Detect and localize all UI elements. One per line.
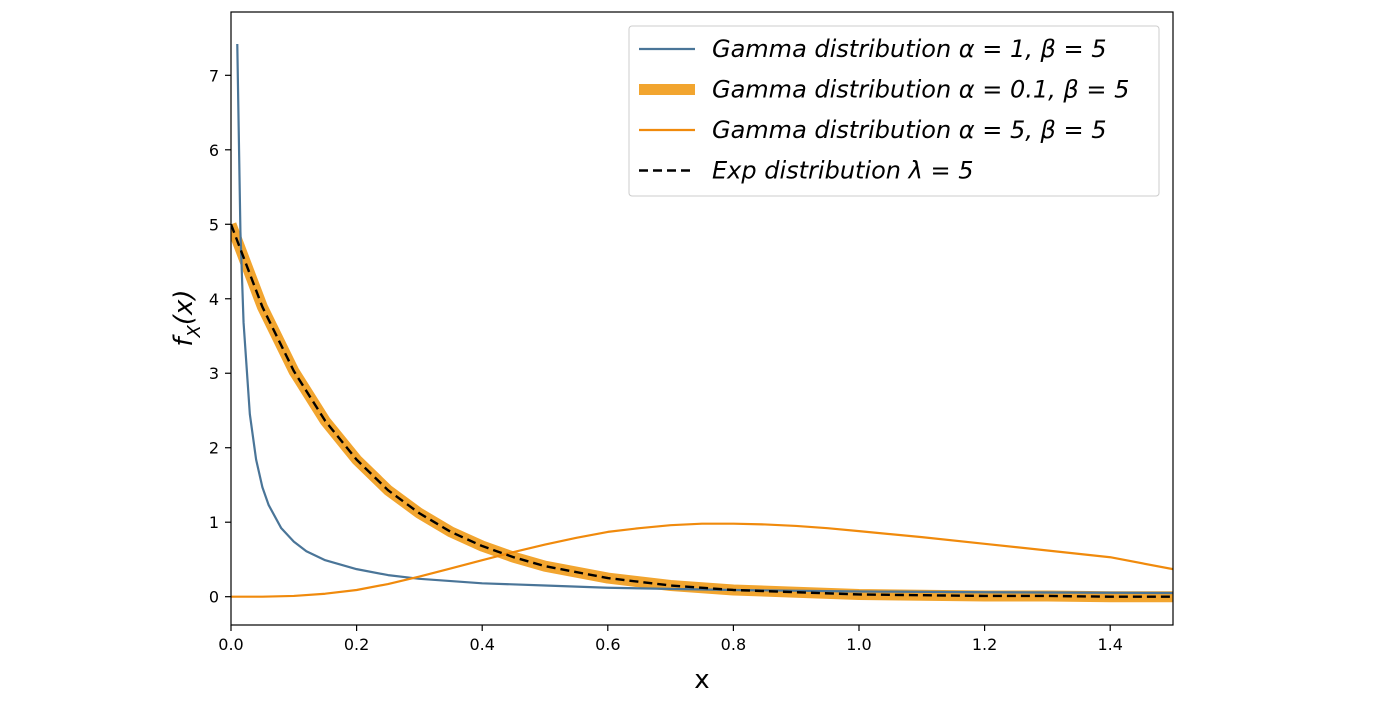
x-tick-label: 1.2 xyxy=(972,635,997,654)
legend-box xyxy=(628,25,1160,197)
y-tick-label: 5 xyxy=(209,215,219,234)
axes-frame xyxy=(230,11,1174,626)
legend-label-0: Gamma distribution α = 1, β = 5 xyxy=(712,35,1106,63)
series-line-1 xyxy=(231,222,1173,603)
legend-label-2: Gamma distribution α = 5, β = 5 xyxy=(712,116,1106,144)
legend: Gamma distribution α = 1, β = 5 Gamma dis… xyxy=(628,25,1160,197)
x-tick-label: 0.4 xyxy=(469,635,494,654)
ticks-layer: 0.0 0.2 0.4 0.6 0.8 1.0 1.2 1.4 0 1 2 3 4 5 6 7 xyxy=(209,66,1123,654)
x-tick-label: 1.4 xyxy=(1097,635,1122,654)
x-tick-label: 0.2 xyxy=(344,635,369,654)
y-tick-label: 7 xyxy=(209,66,219,85)
series-line-3 xyxy=(231,223,1173,598)
y-tick-label: 2 xyxy=(209,439,219,458)
series-line-0 xyxy=(236,44,1173,595)
x-tick-label: 0.0 xyxy=(218,635,243,654)
svg-text:fX(x): fX(x) xyxy=(169,289,205,346)
series-layer xyxy=(231,44,1173,603)
y-axis-label: fX(x) xyxy=(169,289,205,346)
y-tick-label: 3 xyxy=(209,364,219,383)
x-tick-label: 1.0 xyxy=(846,635,871,654)
x-tick-label: 0.6 xyxy=(595,635,620,654)
legend-entries: Gamma distribution α = 1, β = 5 Gamma dis… xyxy=(639,35,1129,185)
x-tick-label: 0.8 xyxy=(721,635,746,654)
series-line-2 xyxy=(231,522,1173,598)
y-tick-label: 6 xyxy=(209,141,219,160)
y-tick-label: 1 xyxy=(209,513,219,532)
y-tick-label: 0 xyxy=(209,588,219,607)
legend-label-1: Gamma distribution α = 0.1, β = 5 xyxy=(712,76,1129,104)
y-tick-label: 4 xyxy=(209,290,219,309)
x-axis-label: x xyxy=(694,665,709,695)
legend-label-3: Exp distribution λ = 5 xyxy=(712,157,973,185)
